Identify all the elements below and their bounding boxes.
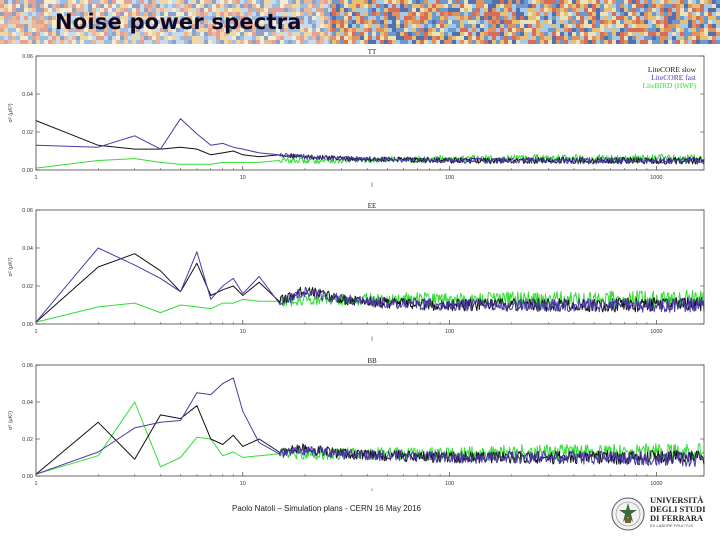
chart-panel-bb: BB 0.00 0.02 0.04 0.06 1 10 100 1000 l σ² (μK²): [0, 353, 720, 491]
university-seal-icon: [611, 497, 645, 531]
y-tick-label: 0.04: [22, 246, 33, 252]
y-axis-label: σ² (μK²): [8, 411, 14, 430]
series-line: [35, 247, 705, 323]
legend-entry: LiteCORE fast: [651, 73, 697, 82]
university-name: UNIVERSITÀ DEGLI STUDI DI FERRARA: [650, 495, 706, 523]
y-tick-label: 0.06: [22, 363, 33, 369]
series-line: [35, 118, 705, 165]
x-tick-label: 1000: [650, 175, 662, 181]
chart-panel-tt: TT 0.00 0.02 0.04 0.06 1 10 100 1000 l σ² (μK²) Lit…: [0, 44, 720, 192]
cmb-map-image: [0, 0, 720, 44]
legend-entry: LiteCORE slow: [648, 65, 697, 74]
y-tick-label: 0.06: [22, 208, 33, 214]
y-axis-label: σ² (μK²): [8, 103, 14, 122]
x-tick-label: 1: [34, 481, 37, 487]
y-tick-label: 0.02: [22, 437, 33, 443]
x-tick-label: 1: [34, 175, 37, 181]
x-tick-label: 1000: [650, 481, 662, 487]
chart-bb: BB 0.00 0.02 0.04 0.06 1 10 100 1000 l σ² (μK²): [8, 357, 705, 491]
y-tick-label: 0.00: [22, 168, 33, 174]
chart-panel-ee: EE 0.00 0.02 0.04 0.06 1 10 100 1000 l σ² (μK²): [0, 198, 720, 346]
chart-tt: TT 0.00 0.02 0.04 0.06 1 10 100 1000 l σ² (μK²) Lit…: [8, 48, 705, 189]
x-axis-label: l: [371, 337, 372, 343]
chart-title: EE: [368, 202, 377, 210]
cmb-map-banner: [0, 0, 720, 44]
x-axis-label: l: [371, 489, 372, 491]
y-tick-label: 0.00: [22, 474, 33, 480]
x-tick-label: 100: [445, 481, 454, 487]
y-tick-label: 0.06: [22, 54, 33, 60]
chart-title: TT: [368, 48, 377, 56]
y-tick-label: 0.00: [22, 322, 33, 328]
university-motto: EX LABORE FRUCTUS: [650, 523, 693, 528]
chart-title: BB: [367, 357, 377, 365]
x-tick-label: 1000: [650, 329, 662, 335]
x-tick-label: 10: [240, 175, 246, 181]
y-tick-label: 0.04: [22, 92, 33, 98]
series-line: [35, 377, 705, 475]
legend-entry: LiteBIRD (HWP): [642, 81, 696, 90]
y-tick-label: 0.02: [22, 130, 33, 136]
y-tick-label: 0.04: [22, 400, 33, 406]
y-tick-label: 0.02: [22, 284, 33, 290]
university-logo: UNIVERSITÀ DEGLI STUDI DI FERRARA EX LAB…: [608, 494, 718, 534]
x-tick-label: 1: [34, 329, 37, 335]
slide-footer: Paolo Natoli – Simulation plans - CERN 1…: [232, 504, 421, 513]
x-tick-label: 10: [240, 481, 246, 487]
y-axis-label: σ² (μK²): [8, 257, 14, 276]
x-tick-label: 10: [240, 329, 246, 335]
x-tick-label: 100: [445, 175, 454, 181]
chart-ee: EE 0.00 0.02 0.04 0.06 1 10 100 1000 l σ² (μK²): [8, 202, 705, 343]
plot-area: [35, 55, 705, 171]
x-axis-label: l: [371, 183, 372, 189]
x-tick-label: 100: [445, 329, 454, 335]
slide-title: Noise power spectra: [55, 10, 302, 34]
